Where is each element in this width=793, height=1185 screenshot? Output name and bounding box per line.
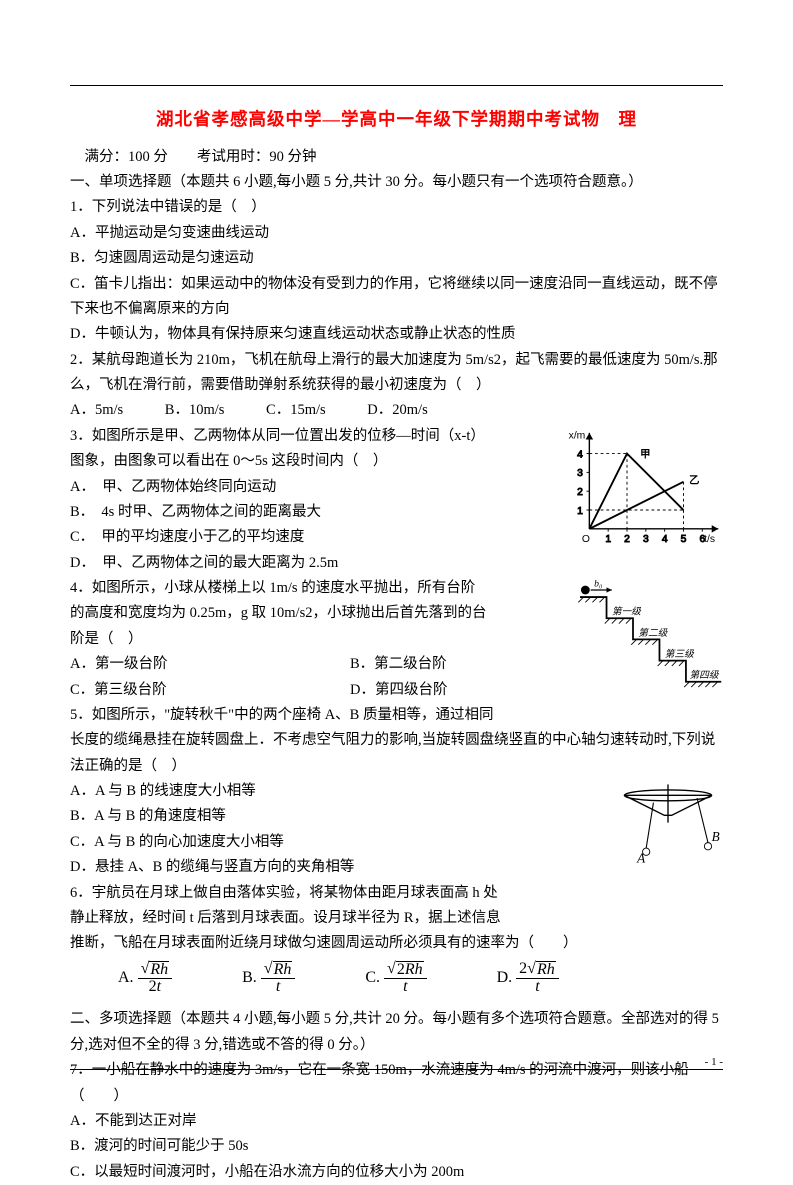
q2-opt-c: C．15m/s: [266, 398, 326, 423]
svg-text:2: 2: [624, 534, 630, 545]
ylabel: x/m: [569, 430, 586, 441]
q6-d-label: D.: [497, 964, 513, 992]
swing-icon: A B: [613, 779, 723, 879]
q1-opt-c: C．笛卡儿指出：如果运动中的物体没有受到力的作用，它将继续以同一速度沿同一直线运…: [70, 272, 723, 323]
section-2-header: 二、多项选择题（本题共 4 小题,每小题 5 分,共计 20 分。每小题有多个选…: [70, 1007, 723, 1058]
q4-stem-2: 的高度和宽度均为 0.25m，g 取 10m/s2，小球抛出后首先落到的台: [70, 601, 567, 626]
q6-options: A. √Rh 2t B. √Rh t C. √2Rh t D. 2√Rh t: [70, 961, 723, 996]
footer-rule: [70, 1069, 723, 1070]
q6-stem-1: 6．宇航员在月球上做自由落体实验，将某物体由距月球表面高 h 处: [70, 881, 607, 906]
page-number: - 1 -: [705, 1053, 723, 1072]
q4-opt-d: D．第四级台阶: [350, 678, 447, 703]
q1-opt-d: D．牛顿认为，物体具有保持原来匀速直线运动状态或静止状态的性质: [70, 322, 723, 347]
stair-3: 第三级: [665, 648, 695, 660]
svg-text:b₀: b₀: [594, 578, 602, 589]
q3-stem-2: 图象，由图象可以看出在 0～5s 这段时间内（ ）: [70, 449, 557, 474]
q7-opt-c: C．以最短时间渡河时，小船在沿水流方向的位移大小为 200m: [70, 1160, 723, 1185]
q5-opt-a: A．A 与 B 的线速度大小相等: [70, 779, 607, 804]
svg-text:3: 3: [643, 534, 649, 545]
q4-block: 4．如图所示，小球从楼梯上以 1m/s 的速度水平抛出，所有台阶 的高度和宽度均…: [70, 576, 723, 728]
svg-text:1: 1: [605, 534, 611, 545]
q5-opt-d: D．悬挂 A、B 的缆绳与竖直方向的夹角相等: [70, 855, 607, 880]
q6-opt-a: A. √Rh 2t: [118, 961, 172, 996]
q4-opt-b: B．第二级台阶: [350, 652, 447, 677]
exam-info: 满分：100 分 考试用时：90 分钟: [70, 145, 723, 170]
q6-a-label: A.: [118, 964, 134, 992]
q6-b-label: B.: [242, 964, 257, 992]
svg-text:4: 4: [577, 449, 583, 460]
q6-stem-2: 静止释放，经时间 t 后落到月球表面。设月球半径为 R，据上述信息: [70, 906, 607, 931]
section-1-header: 一、单项选择题（本题共 6 小题,每小题 5 分,共计 30 分。每小题只有一个…: [70, 170, 723, 195]
q4-opt-a: A．第一级台阶: [70, 652, 350, 677]
exam-page: 湖北省孝感高级中学—学高中一年级下学期期中考试物 理 满分：100 分 考试用时…: [0, 0, 793, 1122]
q5-opt-c: C．A 与 B 的向心加速度大小相等: [70, 830, 607, 855]
q3-opt-d: D． 甲、乙两物体之间的最大距离为 2.5m: [70, 551, 557, 576]
svg-text:O: O: [582, 534, 590, 545]
svg-text:2: 2: [577, 487, 583, 498]
q6-opt-b: B. √Rh t: [242, 961, 295, 996]
q5-figure: A B: [613, 779, 723, 931]
q4-stem-3: 阶是（ ）: [70, 627, 567, 652]
q4-row1: A．第一级台阶 B．第二级台阶: [70, 652, 567, 677]
q3-opt-c: C． 甲的平均速度小于乙的平均速度: [70, 525, 557, 550]
stair-1: 第一级: [612, 606, 642, 618]
label-jia: 甲: [640, 448, 650, 460]
q5-block: A．A 与 B 的线速度大小相等 B．A 与 B 的角速度相等 C．A 与 B …: [70, 779, 723, 931]
q5-stem-1: 5．如图所示，"旋转秋千"中的两个座椅 A、B 质量相等，通过相同: [70, 703, 567, 728]
page-title: 湖北省孝感高级中学—学高中一年级下学期期中考试物 理: [70, 104, 723, 135]
stair-4: 第四级: [689, 669, 719, 681]
q3-figure: x/m t/s 1 2 3 4 1 2 3 4 5 6 O: [563, 424, 723, 576]
q4-opt-c: C．第三级台阶: [70, 678, 350, 703]
top-rule: [70, 85, 723, 86]
svg-text:6: 6: [699, 534, 705, 545]
q2-opt-b: B．10m/s: [165, 398, 225, 423]
q3-stem-1: 3．如图所示是甲、乙两物体从同一位置出发的位移—时间（x-t）: [70, 424, 557, 449]
q1-stem: 1．下列说法中错误的是（ ）: [70, 195, 723, 220]
svg-text:5: 5: [681, 534, 687, 545]
label-b: B: [712, 829, 720, 844]
q4-stem-1: 4．如图所示，小球从楼梯上以 1m/s 的速度水平抛出，所有台阶: [70, 576, 567, 601]
q2-stem: 2．某航母跑道长为 210m，飞机在航母上滑行的最大加速度为 5m/s2，起飞需…: [70, 348, 723, 399]
q4-row2: C．第三级台阶 D．第四级台阶: [70, 678, 567, 703]
stairs-icon: b₀ 第一级 第二级 第三级 第四级: [573, 576, 723, 694]
svg-text:1: 1: [577, 506, 583, 517]
xt-graph-icon: x/m t/s 1 2 3 4 1 2 3 4 5 6 O: [563, 424, 723, 549]
q1-opt-a: A．平抛运动是匀变速曲线运动: [70, 221, 723, 246]
q2-opt-a: A．5m/s: [70, 398, 123, 423]
svg-text:4: 4: [662, 534, 668, 545]
q3-opt-a: A． 甲、乙两物体始终同向运动: [70, 475, 557, 500]
label-a: A: [636, 851, 646, 866]
svg-text:3: 3: [577, 468, 583, 479]
q2-opt-d: D．20m/s: [367, 398, 427, 423]
q6-opt-d: D. 2√Rh t: [497, 961, 559, 996]
xlabel: t/s: [704, 534, 715, 545]
q7-stem: 7．一小船在静水中的速度为 3m/s，它在一条宽 150m，水流速度为 4m/s…: [70, 1058, 723, 1109]
q3-block: 3．如图所示是甲、乙两物体从同一位置出发的位移—时间（x-t） 图象，由图象可以…: [70, 424, 723, 576]
q1-opt-b: B．匀速圆周运动是匀速运动: [70, 246, 723, 271]
q5-stem-2: 长度的缆绳悬挂在旋转圆盘上．不考虑空气阻力的影响,当旋转圆盘绕竖直的中心轴匀速转…: [70, 728, 723, 779]
q6-stem-3: 推断，飞船在月球表面附近绕月球做匀速圆周运动所必须具有的速率为（ ）: [70, 931, 723, 956]
q5-opt-b: B．A 与 B 的角速度相等: [70, 804, 607, 829]
q3-opt-b: B． 4s 时甲、乙两物体之间的距离最大: [70, 500, 557, 525]
q7-opt-b: B．渡河的时间可能少于 50s: [70, 1134, 723, 1159]
q6-opt-c: C. √2Rh t: [365, 961, 426, 996]
stair-2: 第二级: [638, 627, 668, 639]
label-yi: 乙: [689, 474, 699, 486]
q6-c-label: C.: [365, 964, 380, 992]
q4-figure: b₀ 第一级 第二级 第三级 第四级: [573, 576, 723, 728]
q2-options: A．5m/s B．10m/s C．15m/s D．20m/s: [70, 398, 723, 423]
